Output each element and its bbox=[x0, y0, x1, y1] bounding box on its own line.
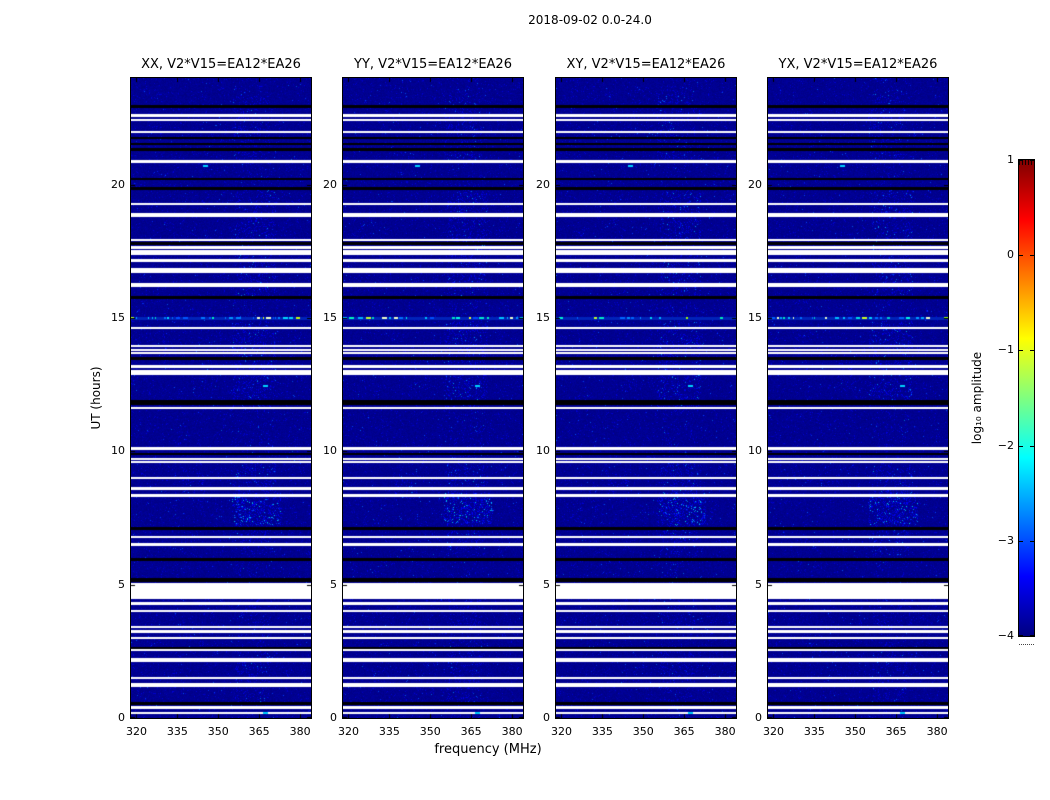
x-tick-label: 320 bbox=[337, 725, 359, 738]
colorbar-top-hatch bbox=[1019, 160, 1034, 165]
y-tick-label: 10 bbox=[536, 444, 550, 458]
x-tick-label: 365 bbox=[460, 725, 482, 738]
colorbar-label: log₁₀ amplitude bbox=[970, 351, 984, 445]
x-tick-label: 365 bbox=[248, 725, 270, 738]
x-tick-label: 335 bbox=[166, 725, 188, 738]
x-tick-label: 320 bbox=[550, 725, 572, 738]
colorbar-tick-mark bbox=[1030, 160, 1034, 161]
colorbar-tick-mark bbox=[1030, 541, 1034, 542]
heatmap-panel-yy bbox=[342, 77, 524, 719]
colorbar-tick-mark bbox=[1030, 255, 1034, 256]
y-tick-label: 10 bbox=[748, 444, 762, 458]
colorbar-tick-label: 1 bbox=[1007, 153, 1014, 166]
colorbar-tick-mark bbox=[1019, 541, 1023, 542]
y-tick-label: 5 bbox=[543, 577, 550, 591]
colorbar-tick-label: 0 bbox=[1007, 248, 1014, 261]
colorbar bbox=[1018, 159, 1035, 637]
colorbar-tick-mark bbox=[1019, 255, 1023, 256]
x-tick-label: 350 bbox=[844, 725, 866, 738]
heatmap-panel-yx bbox=[767, 77, 949, 719]
colorbar-tick-mark bbox=[1019, 635, 1023, 636]
y-tick-label: 5 bbox=[118, 577, 125, 591]
colorbar-tick-mark bbox=[1019, 446, 1023, 447]
y-tick-label: 20 bbox=[323, 177, 337, 191]
x-tick-label: 335 bbox=[378, 725, 400, 738]
x-tick-label: 320 bbox=[762, 725, 784, 738]
colorbar-tick-label: −4 bbox=[997, 629, 1014, 642]
colorbar-tick-label: −1 bbox=[997, 343, 1014, 356]
colorbar-tick-mark bbox=[1019, 160, 1023, 161]
heatmap-panel-xx bbox=[130, 77, 312, 719]
y-tick-label: 20 bbox=[111, 177, 125, 191]
y-tick-label: 20 bbox=[748, 177, 762, 191]
panel-title-xx: XX, V2*V15=EA12*EA26 bbox=[141, 57, 301, 72]
colorbar-tick-mark bbox=[1030, 446, 1034, 447]
y-tick-label: 15 bbox=[111, 311, 125, 324]
x-tick-label: 350 bbox=[419, 725, 441, 738]
panel-title-xy: XY, V2*V15=EA12*EA26 bbox=[566, 57, 726, 72]
y-tick-label: 10 bbox=[323, 444, 337, 458]
heatmap-panel-xy bbox=[555, 77, 737, 719]
y-tick-label: 0 bbox=[330, 711, 337, 724]
colorbar-bottom-dots bbox=[1019, 644, 1034, 645]
y-tick-label: 10 bbox=[111, 444, 125, 458]
x-tick-label: 380 bbox=[501, 725, 523, 738]
y-tick-label: 5 bbox=[330, 577, 337, 591]
y-tick-label: 0 bbox=[543, 711, 550, 724]
colorbar-tick-mark bbox=[1019, 350, 1023, 351]
panel-title-yx: YX, V2*V15=EA12*EA26 bbox=[778, 57, 938, 72]
colorbar-tick-mark bbox=[1030, 635, 1034, 636]
y-axis-label: UT (hours) bbox=[89, 366, 103, 430]
x-tick-label: 365 bbox=[885, 725, 907, 738]
y-tick-label: 20 bbox=[536, 177, 550, 191]
y-tick-label: 5 bbox=[755, 577, 762, 591]
y-tick-label: 0 bbox=[755, 711, 762, 724]
y-tick-label: 0 bbox=[118, 711, 125, 724]
x-tick-label: 335 bbox=[803, 725, 825, 738]
x-tick-label: 380 bbox=[714, 725, 736, 738]
x-tick-label: 380 bbox=[926, 725, 948, 738]
x-tick-label: 320 bbox=[125, 725, 147, 738]
x-axis-label: frequency (MHz) bbox=[434, 742, 542, 757]
y-tick-label: 15 bbox=[536, 311, 550, 324]
x-tick-label: 335 bbox=[591, 725, 613, 738]
x-tick-label: 350 bbox=[207, 725, 229, 738]
x-tick-label: 365 bbox=[673, 725, 695, 738]
panel-title-yy: YY, V2*V15=EA12*EA26 bbox=[354, 57, 512, 72]
x-tick-label: 380 bbox=[289, 725, 311, 738]
x-tick-label: 350 bbox=[632, 725, 654, 738]
colorbar-tick-label: −2 bbox=[997, 439, 1014, 452]
colorbar-tick-label: −3 bbox=[997, 534, 1014, 547]
y-tick-label: 15 bbox=[323, 311, 337, 324]
figure-title: 2018-09-02 0.0-24.0 bbox=[528, 13, 652, 27]
colorbar-tick-mark bbox=[1030, 350, 1034, 351]
y-tick-label: 15 bbox=[748, 311, 762, 324]
